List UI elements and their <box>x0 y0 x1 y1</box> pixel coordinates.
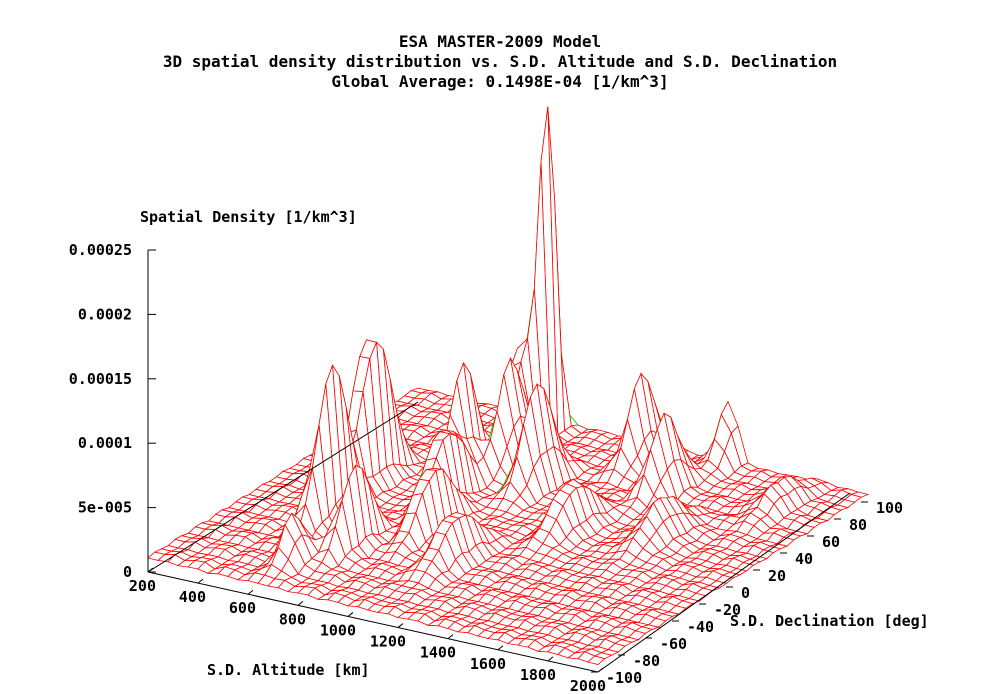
x-tick <box>347 612 354 617</box>
z-tick-label: 5e-005 <box>78 499 132 517</box>
x-tick <box>247 589 254 595</box>
x-axis-line <box>147 571 599 673</box>
y-axis-line <box>597 492 851 673</box>
x-axis-label: S.D. Altitude [km] <box>207 661 370 679</box>
x-tick-label: 1200 <box>370 633 406 651</box>
x-tick-label: 400 <box>179 588 206 606</box>
z-tick-label: 0.00025 <box>69 241 132 259</box>
y-tick-label: -100 <box>606 669 642 687</box>
chart-title: ESA MASTER-2009 Model <box>398 32 602 51</box>
y-axis-label: S.D. Declination [deg] <box>730 612 929 630</box>
x-tick-label: 2000 <box>570 677 606 694</box>
x-tick-label: 1600 <box>470 655 506 673</box>
surface-mesh <box>147 106 870 665</box>
x-tick <box>597 667 604 673</box>
y-tick-label: 20 <box>768 567 786 585</box>
z-tick-label: 0.00015 <box>69 370 132 388</box>
x-tick <box>547 656 554 662</box>
y-tick-label: 100 <box>876 499 903 517</box>
x-tick-label: 200 <box>129 577 156 595</box>
x-tick <box>497 645 504 651</box>
x-tick-label: 1400 <box>420 644 456 662</box>
y-tick-label: 80 <box>849 516 867 534</box>
back-base-line <box>147 401 419 573</box>
z-axis-label: Spatial Density [1/km^3] <box>140 208 357 226</box>
chart-subtitle: 3D spatial density distribution vs. S.D.… <box>162 52 838 71</box>
x-tick <box>147 567 154 573</box>
z-tick-label: 0 <box>123 563 132 581</box>
surface-cell <box>587 655 606 665</box>
y-tick-label: 0 <box>741 584 750 602</box>
x-tick <box>447 634 454 640</box>
y-tick-label: -40 <box>687 618 714 636</box>
z-tick-label: 0.0002 <box>78 305 132 323</box>
x-tick <box>397 623 404 628</box>
y-tick-label: -60 <box>660 635 687 653</box>
x-tick-label: 1800 <box>520 666 556 684</box>
x-tick <box>197 578 204 584</box>
y-tick-label: 40 <box>795 550 813 568</box>
x-tick-label: 1000 <box>320 621 356 639</box>
z-tick-label: 0.0001 <box>78 434 132 452</box>
y-tick-label: 60 <box>822 533 840 551</box>
y-tick-label: -80 <box>633 652 660 670</box>
x-tick-label: 800 <box>279 610 306 628</box>
y-tick-label: -20 <box>714 601 741 619</box>
x-tick <box>297 600 304 606</box>
plot-axes: 05e-0050.00010.000150.00020.000252004006… <box>69 241 903 694</box>
x-tick-label: 600 <box>229 599 256 617</box>
chart-global-average: Global Average: 0.1498E-04 [1/km^3] <box>331 72 669 91</box>
